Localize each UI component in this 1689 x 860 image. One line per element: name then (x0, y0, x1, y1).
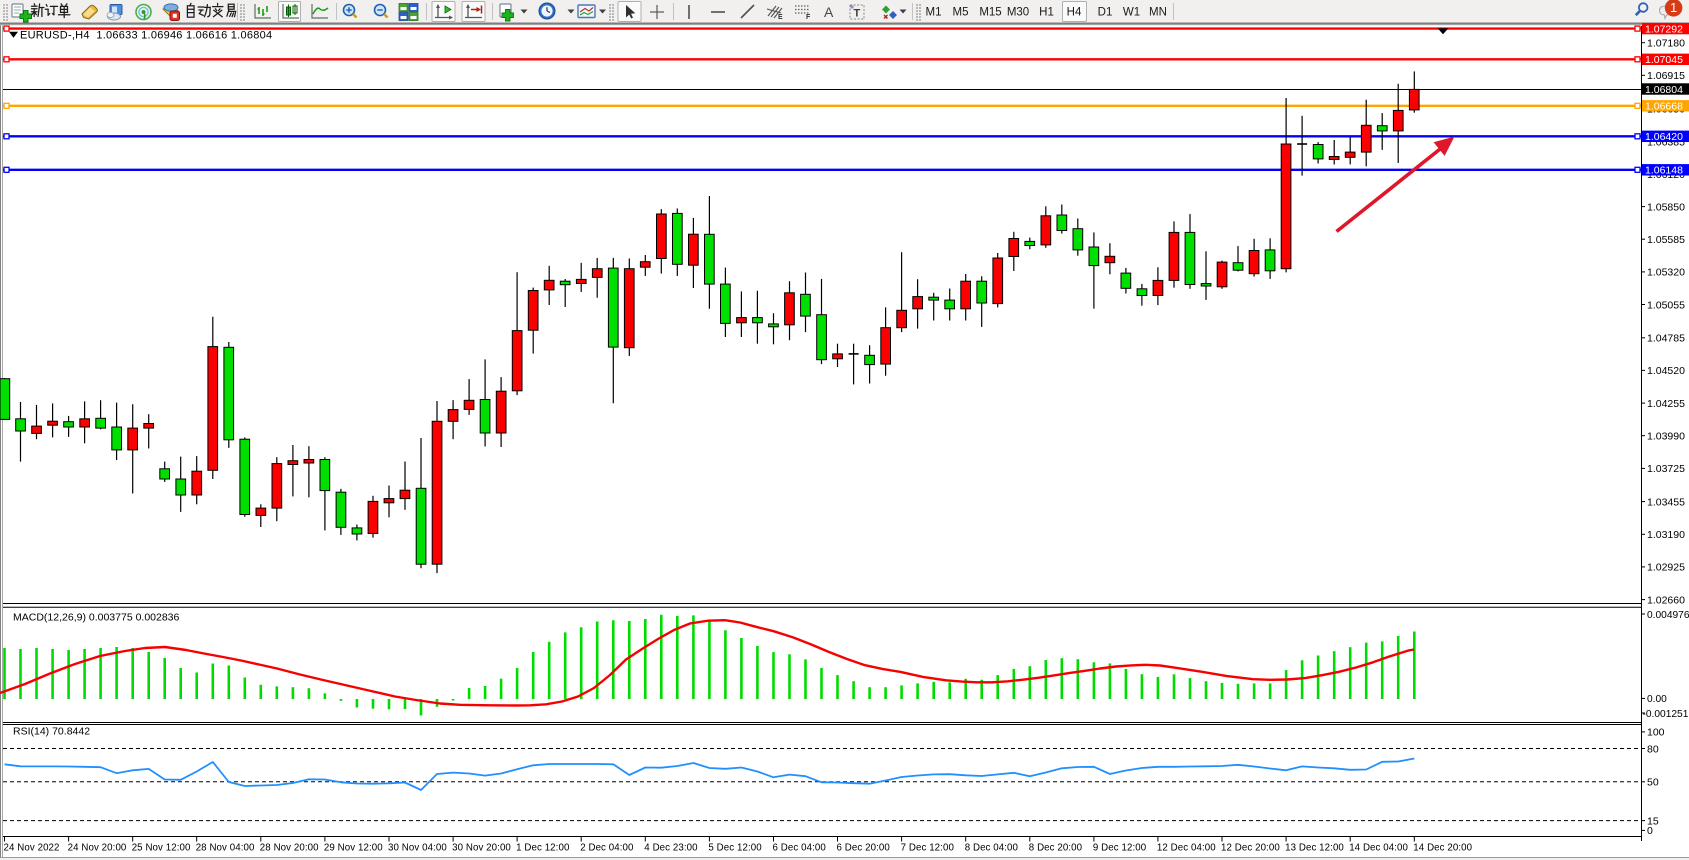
svg-text:E: E (778, 14, 783, 21)
svg-text:M15: M15 (979, 7, 1001, 19)
svg-text:28 Nov 20:00: 28 Nov 20:00 (260, 843, 319, 854)
svg-text:28 Nov 04:00: 28 Nov 04:00 (196, 843, 255, 854)
svg-text:1.03990: 1.03990 (1647, 431, 1685, 443)
svg-text:30 Nov 04:00: 30 Nov 04:00 (388, 843, 447, 854)
svg-text:9 Dec 12:00: 9 Dec 12:00 (1093, 843, 1147, 854)
svg-text:29 Nov 12:00: 29 Nov 12:00 (324, 843, 383, 854)
svg-text:1 Dec 12:00: 1 Dec 12:00 (516, 843, 570, 854)
svg-text:2 Dec 04:00: 2 Dec 04:00 (580, 843, 634, 854)
svg-text:1.04255: 1.04255 (1647, 398, 1685, 410)
svg-text:1.06420: 1.06420 (1645, 131, 1683, 143)
svg-text:15: 15 (1647, 815, 1659, 827)
svg-text:M1: M1 (926, 7, 942, 19)
svg-text:1.05850: 1.05850 (1647, 201, 1685, 213)
svg-text:1.05585: 1.05585 (1647, 234, 1685, 246)
svg-text:H4: H4 (1067, 7, 1082, 19)
svg-text:1.03725: 1.03725 (1647, 463, 1685, 475)
svg-text:24 Nov 2022: 24 Nov 2022 (4, 843, 60, 854)
svg-text:1.04520: 1.04520 (1647, 365, 1685, 377)
svg-text:1.03455: 1.03455 (1647, 496, 1685, 508)
svg-text:8 Dec 20:00: 8 Dec 20:00 (1029, 843, 1083, 854)
svg-text:RSI(14) 70.8442: RSI(14) 70.8442 (13, 726, 90, 738)
svg-text:F: F (806, 14, 811, 21)
svg-text:1.03190: 1.03190 (1647, 529, 1685, 541)
svg-text:-0.001251: -0.001251 (1643, 709, 1689, 720)
svg-text:1.06915: 1.06915 (1647, 70, 1685, 82)
svg-text:0.004976: 0.004976 (1647, 610, 1689, 621)
svg-text:13 Dec 12:00: 13 Dec 12:00 (1285, 843, 1344, 854)
svg-text:12 Dec 20:00: 12 Dec 20:00 (1221, 843, 1280, 854)
svg-text:24 Nov 20:00: 24 Nov 20:00 (68, 843, 127, 854)
svg-text:80: 80 (1647, 743, 1659, 755)
svg-text:7 Dec 12:00: 7 Dec 12:00 (901, 843, 955, 854)
svg-text:25 Nov 12:00: 25 Nov 12:00 (132, 843, 191, 854)
svg-text:1.07292: 1.07292 (1645, 23, 1683, 35)
svg-text:100: 100 (1647, 727, 1665, 739)
svg-text:H1: H1 (1039, 7, 1054, 19)
svg-text:12 Dec 04:00: 12 Dec 04:00 (1157, 843, 1216, 854)
svg-text:1.07180: 1.07180 (1647, 38, 1685, 50)
svg-text:1.02925: 1.02925 (1647, 562, 1685, 574)
svg-text:14 Dec 04:00: 14 Dec 04:00 (1349, 843, 1408, 854)
svg-text:1.06148: 1.06148 (1645, 165, 1683, 177)
svg-text:1.05055: 1.05055 (1647, 299, 1685, 311)
svg-text:1.07045: 1.07045 (1645, 54, 1683, 66)
svg-text:T: T (854, 8, 861, 20)
svg-text:6 Dec 20:00: 6 Dec 20:00 (837, 843, 891, 854)
svg-text:1.04785: 1.04785 (1647, 333, 1685, 345)
svg-text:MACD(12,26,9) 0.003775 0.00283: MACD(12,26,9) 0.003775 0.002836 (13, 612, 180, 624)
svg-text:1.05320: 1.05320 (1647, 267, 1685, 279)
svg-text:14 Dec 20:00: 14 Dec 20:00 (1413, 843, 1472, 854)
svg-text:6 Dec 04:00: 6 Dec 04:00 (773, 843, 827, 854)
svg-text:1.06668: 1.06668 (1645, 101, 1683, 113)
svg-text:30 Nov 20:00: 30 Nov 20:00 (452, 843, 511, 854)
svg-text:0.00: 0.00 (1647, 694, 1667, 705)
svg-text:1.06804: 1.06804 (1645, 84, 1683, 96)
svg-text:EURUSD-,H4 1.06633 1.06946 1.: EURUSD-,H4 1.06633 1.06946 1.06616 1.068… (20, 30, 272, 42)
svg-text:8 Dec 04:00: 8 Dec 04:00 (965, 843, 1019, 854)
svg-text:0: 0 (1647, 825, 1653, 837)
svg-text:W1: W1 (1123, 7, 1140, 19)
svg-text:5 Dec 12:00: 5 Dec 12:00 (708, 843, 762, 854)
svg-text:D1: D1 (1098, 7, 1113, 19)
svg-text:A: A (824, 4, 834, 20)
svg-text:4 Dec 23:00: 4 Dec 23:00 (644, 843, 698, 854)
svg-text:MN: MN (1149, 7, 1167, 19)
svg-text:M5: M5 (953, 7, 969, 19)
svg-text:1.02660: 1.02660 (1647, 594, 1685, 606)
svg-text:M30: M30 (1007, 7, 1029, 19)
svg-text:50: 50 (1647, 777, 1659, 789)
svg-text:1: 1 (1670, 0, 1677, 15)
